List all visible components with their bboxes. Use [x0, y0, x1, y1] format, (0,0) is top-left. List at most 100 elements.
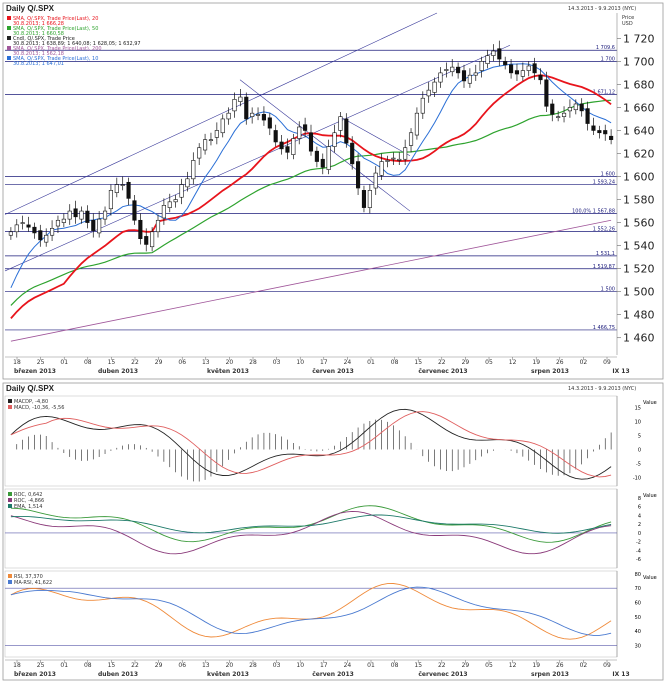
- x-month-label: červen 2013: [312, 671, 354, 678]
- candle-body: [291, 138, 296, 155]
- x-month-label: květen 2013: [207, 368, 249, 375]
- candle-body: [32, 226, 37, 234]
- indicator-date-range: 14.3.2013 - 9.9.2013 (NYC): [568, 386, 636, 392]
- candle-body: [44, 234, 49, 243]
- legend-label: SMA, Q/.SPX, Trade Price(Last), 50: [13, 26, 98, 32]
- price-level-label: 1 700: [601, 56, 615, 62]
- candle-body: [356, 161, 361, 189]
- x-tick-label: 22: [131, 359, 139, 366]
- x-tick-label: 24: [344, 359, 352, 366]
- indicator-legend-label: MA-RSI, 41,622: [14, 580, 52, 586]
- indicator-panel-frame: [2, 382, 664, 681]
- indicator-tick-label: 8: [638, 496, 641, 502]
- candle-body: [167, 201, 172, 208]
- candle-body: [556, 116, 561, 118]
- price-panel-frame: [2, 2, 664, 380]
- candle-body: [420, 97, 425, 114]
- candle-body: [367, 190, 372, 208]
- x-tick-label: 03: [273, 662, 281, 669]
- candle-body: [179, 184, 184, 198]
- indicator-tick-label: 0: [638, 447, 641, 453]
- candle-body: [414, 112, 419, 136]
- candle-body: [603, 130, 608, 135]
- x-tick-label: 10: [296, 662, 304, 669]
- candle-body: [403, 147, 408, 160]
- candle-body: [497, 48, 502, 60]
- price-level-label: 1 552,26: [593, 226, 615, 232]
- candle-body: [438, 72, 443, 83]
- legend-value: 30.8.2013; 1 660,58: [13, 31, 64, 37]
- candle-body: [273, 130, 278, 143]
- candle-body: [73, 208, 78, 218]
- x-month-label: květen 2013: [207, 671, 249, 678]
- candle-body: [185, 178, 190, 188]
- x-tick-label: 22: [438, 359, 446, 366]
- indicator-tick-label: -6: [636, 557, 641, 563]
- candle-body: [585, 108, 590, 124]
- candle-body: [561, 112, 567, 117]
- x-month-label: duben 2013: [98, 368, 138, 375]
- candle-body: [208, 139, 214, 141]
- x-month-label: srpen 2013: [531, 671, 569, 678]
- x-tick-label: 08: [391, 662, 399, 669]
- price-tick-label: 1 620: [623, 147, 655, 160]
- x-tick-label: 20: [226, 359, 234, 366]
- candle-body: [361, 190, 367, 208]
- x-month-label: IX 13: [612, 671, 629, 678]
- indicator-legend-label: EMA, 1,514: [14, 504, 42, 510]
- legend-label: SMA, Q/.SPX, Trade Price(Last), 20: [13, 16, 98, 22]
- x-tick-label: 05: [485, 359, 493, 366]
- value-axis-title: Value: [643, 493, 657, 499]
- indicator-legend-swatch: [8, 580, 12, 584]
- candle-body: [450, 66, 455, 73]
- candle-body: [320, 158, 325, 168]
- candle-body: [85, 210, 90, 223]
- candle-body: [503, 61, 508, 66]
- chart-title: Daily Q/.SPX: [6, 4, 55, 13]
- indicator-legend-swatch: [8, 399, 12, 403]
- x-tick-label: 01: [60, 662, 68, 669]
- candle-body: [267, 117, 272, 129]
- candle-body: [509, 64, 514, 74]
- legend-label: SMA, Q/.SPX, Trade Price(Last), 10: [13, 56, 98, 62]
- candle-body: [609, 135, 614, 140]
- indicator-tick-label: -4: [636, 548, 641, 554]
- rsi-ma-series: [10, 586, 612, 636]
- candle-body: [591, 125, 596, 131]
- candle-body: [144, 236, 149, 245]
- legend-label: SMA, Q/.SPX, Trade Price(Last), 200: [13, 46, 102, 52]
- candle-body: [303, 124, 308, 131]
- candle-body: [255, 114, 261, 116]
- candle-body: [444, 69, 449, 71]
- sma50-series: [10, 99, 612, 306]
- date-range: 14.3.2013 - 9.9.2013 (NYC): [568, 6, 636, 12]
- candle-body: [479, 61, 484, 71]
- x-tick-label: 28: [249, 359, 257, 366]
- candle-body: [132, 200, 137, 221]
- x-tick-label: 17: [320, 662, 328, 669]
- price-tick-label: 1 720: [623, 32, 655, 45]
- x-tick-label: 13: [202, 359, 210, 366]
- candle-body: [373, 172, 378, 189]
- indicator-tick-label: 30: [635, 644, 641, 650]
- x-tick-label: 19: [532, 359, 540, 366]
- candle-body: [214, 130, 219, 138]
- x-tick-label: 22: [131, 662, 139, 669]
- candle-body: [544, 79, 549, 107]
- indicator-legend-swatch: [8, 492, 12, 496]
- candle-body: [432, 81, 437, 93]
- candle-body: [467, 74, 472, 84]
- candle-body: [26, 224, 31, 228]
- candle-body: [155, 219, 161, 233]
- price-tick-label: 1 580: [623, 194, 655, 207]
- price-x-axis: 18 25 01 08 15 22 29 06 13 20 28 03 10 17 24 01 08 15 22 29…: [5, 356, 630, 375]
- x-tick-label: 02: [580, 359, 588, 366]
- x-month-label: červen 2013: [312, 368, 354, 375]
- price-tick-label: 1 700: [623, 55, 655, 68]
- price-level-label: 1 709,6: [596, 45, 615, 51]
- x-tick-label: 05: [485, 662, 493, 669]
- macd-series: [10, 408, 612, 480]
